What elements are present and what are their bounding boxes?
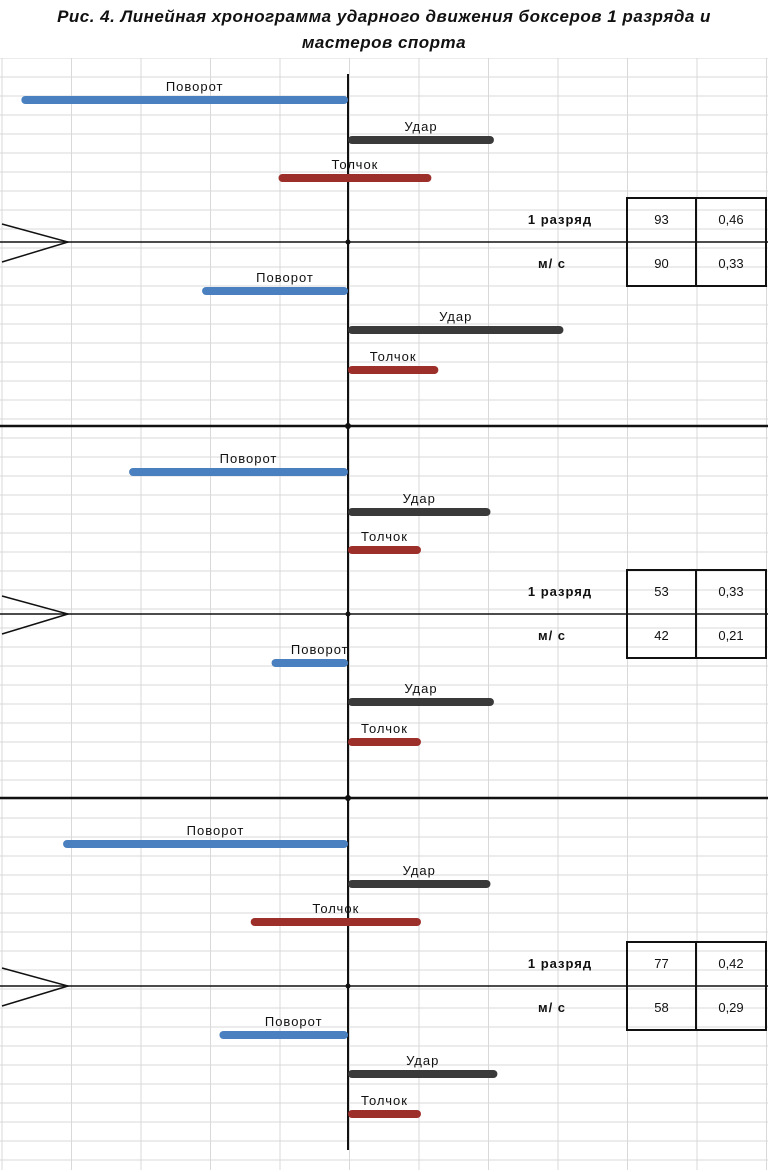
axis-dot [345,239,351,245]
bar-label-lower: Поворот [265,1014,323,1029]
bar-label-lower: Поворот [256,270,314,285]
table-row-label: 1 разряд [528,584,592,599]
chronogram-chart: Поворот Удар Толчок Поворот Удар Толчок 1 разр… [0,58,768,1170]
table-row-label: м/ с [538,1000,566,1015]
chevron-marker [1,967,71,1007]
chart-title-line-2: мастеров спорта [301,33,467,52]
axis-dot [345,795,351,801]
bar-label-upper: Толчок [361,529,408,544]
chevron-marker [1,595,71,635]
bar-label-lower: Удар [439,309,472,324]
chart-title-line-1: Рис. 4. Линейная хронограмма ударного дв… [57,7,711,26]
bar-label-lower: Толчок [370,349,417,364]
table-row-label: 1 разряд [528,956,592,971]
chart-title: Рис. 4. Линейная хронограмма ударного дв… [0,4,768,56]
table-cell-value: 93 [654,212,668,227]
bar-label-lower: Толчок [361,721,408,736]
table-cell-value: 58 [654,1000,668,1015]
axis-dot [345,423,351,429]
table-cell-value: 77 [654,956,668,971]
table-cell-value: 53 [654,584,668,599]
axis-dot [345,611,351,617]
bar-label-upper: Поворот [220,451,278,466]
chevron-marker [1,223,71,263]
bar-label-upper: Удар [404,119,437,134]
bar-label-upper: Толчок [332,157,379,172]
table-cell-value: 42 [654,628,668,643]
bar-label-lower: Удар [404,681,437,696]
bar-label-upper: Удар [403,491,436,506]
table-cell-value: 0,42 [718,956,743,971]
bar-label-lower: Удар [406,1053,439,1068]
table-row-label: м/ с [538,628,566,643]
table-cell-value: 0,46 [718,212,743,227]
table-cell-value: 90 [654,256,668,271]
table-cell-value: 0,29 [718,1000,743,1015]
bar-label-upper: Поворот [187,823,245,838]
table-row-label: 1 разряд [528,212,592,227]
table-cell-value: 0,21 [718,628,743,643]
bar-label-lower: Толчок [361,1093,408,1108]
table-row-label: м/ с [538,256,566,271]
table-cell-value: 0,33 [718,256,743,271]
bar-label-upper: Удар [403,863,436,878]
bar-label-lower: Поворот [291,642,349,657]
bar-label-upper: Поворот [166,79,224,94]
axis-dot [345,983,351,989]
bar-label-upper: Толчок [312,901,359,916]
table-cell-value: 0,33 [718,584,743,599]
